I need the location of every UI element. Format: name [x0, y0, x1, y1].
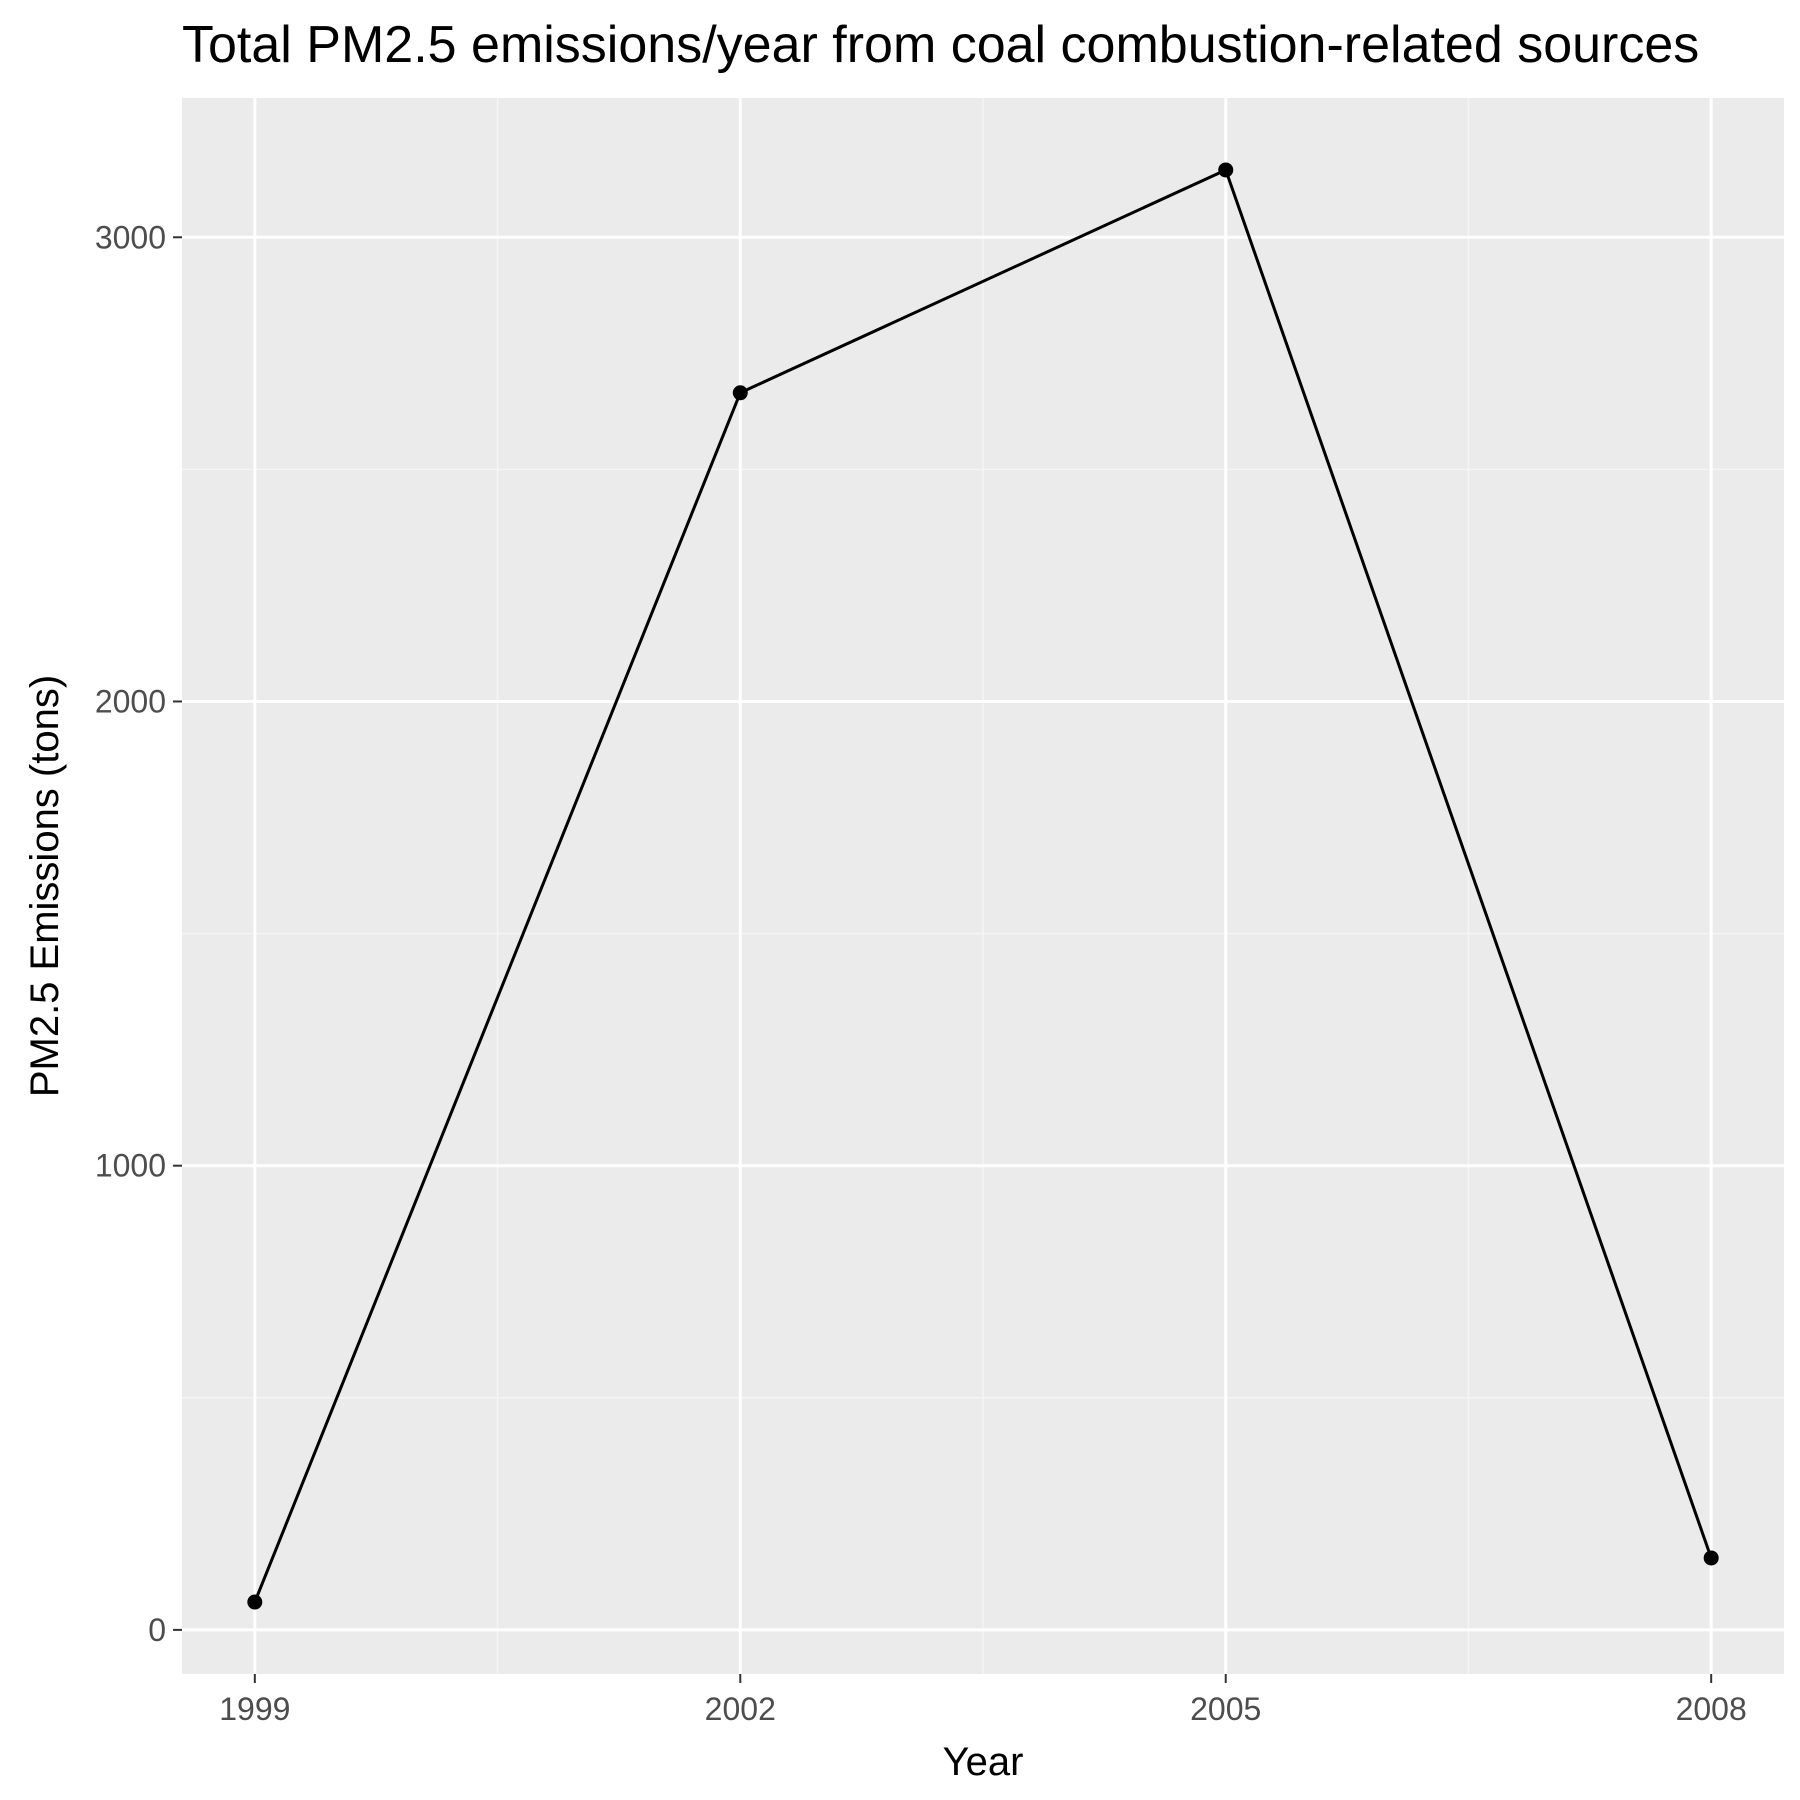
data-point [1218, 162, 1234, 178]
y-tick-label: 1000 [95, 1148, 166, 1184]
y-axis: 0 1000 2000 3000 [95, 219, 182, 1648]
x-axis: 1999 2002 2005 2008 [219, 1674, 1747, 1727]
chart-title: Total PM2.5 emissions/year from coal com… [182, 16, 1699, 74]
x-tick-label: 2008 [1676, 1691, 1747, 1727]
series-line [253, 168, 1713, 1603]
minor-gridlines [182, 98, 1784, 1674]
x-tick-label: 1999 [219, 1691, 290, 1727]
y-axis-title: PM2.5 Emissions (tons) [23, 675, 67, 1097]
x-tick-label: 2002 [705, 1691, 776, 1727]
series-layer [247, 162, 1719, 1610]
data-point [732, 385, 748, 401]
data-point [1703, 1550, 1719, 1566]
major-gridlines [182, 98, 1784, 1674]
y-tick-label: 2000 [95, 683, 166, 719]
y-tick-label: 3000 [95, 219, 166, 255]
y-tick-label: 0 [148, 1612, 166, 1648]
x-tick-label: 2005 [1190, 1691, 1261, 1727]
data-point [247, 1594, 263, 1610]
x-axis-title: Year [943, 1740, 1024, 1784]
